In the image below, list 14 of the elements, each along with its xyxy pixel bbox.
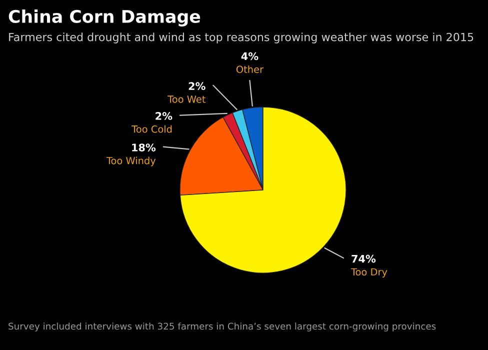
slice-label: Too Dry <box>350 268 388 278</box>
slice-label: Too Wet <box>168 96 206 103</box>
chart-subtitle: Farmers cited drought and wind as top reasons growing weather was worse in 2015 <box>9 32 474 44</box>
text: Survey included interviews with 325 farmers in China’s seven largest corn-growing provinces <box>8 322 436 332</box>
slice-label: Too Windy <box>106 156 156 166</box>
slice-label: Other <box>236 65 264 74</box>
data-label: 2% <box>188 82 206 90</box>
data-label: 18% <box>132 144 156 152</box>
data-label: 74% <box>352 254 376 263</box>
data-label: 4% <box>241 52 258 60</box>
pie-slice <box>180 106 346 274</box>
chart-title: China Corn Damage <box>8 10 200 26</box>
data-label: 2% <box>156 112 172 120</box>
slice-label: Too Cold <box>132 125 172 133</box>
